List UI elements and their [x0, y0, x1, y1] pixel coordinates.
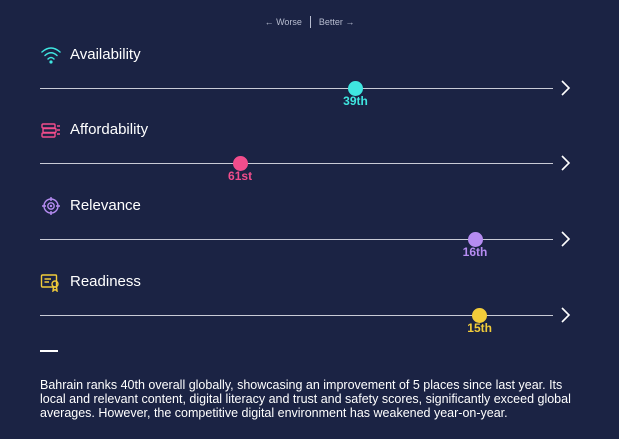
rank-label: 16th [462, 245, 488, 259]
pillar-name: Readiness [70, 273, 141, 290]
rank-marker[interactable] [472, 308, 488, 323]
target-icon [42, 197, 60, 215]
pillar-affordability[interactable]: Affordability 61st [0, 120, 619, 196]
pillar-relevance[interactable]: Relevance 16th [0, 196, 619, 272]
rank-label: 61st [228, 169, 253, 183]
chevron-right-icon[interactable] [558, 79, 572, 97]
ranking-track [40, 88, 553, 89]
better-label: Better → [318, 17, 355, 27]
worse-label: ← Worse [264, 17, 302, 27]
summary-text: Bahrain ranks 40th overall globally, sho… [40, 378, 571, 420]
pillar-name: Relevance [70, 197, 141, 214]
pillar-availability[interactable]: Availability 39th [0, 45, 619, 121]
pillar-name: Availability [70, 46, 141, 63]
rank-label: 15th [467, 321, 492, 335]
coins-icon [41, 123, 60, 138]
certificate-icon [40, 274, 59, 292]
rank-marker[interactable] [232, 156, 248, 171]
pillar-readiness[interactable]: Readiness 15th [0, 272, 619, 348]
rank-label: 39th [343, 94, 368, 108]
chevron-right-icon[interactable] [558, 230, 572, 248]
legend-separator [309, 16, 311, 28]
wifi-icon [41, 47, 61, 64]
pillar-name: Affordability [70, 121, 149, 138]
worse-better-legend: ← Worse Better → [0, 16, 619, 28]
section-divider [40, 350, 58, 352]
ranking-track [40, 239, 553, 240]
chevron-right-icon[interactable] [558, 154, 572, 172]
rank-marker[interactable] [467, 232, 483, 247]
chevron-right-icon[interactable] [558, 306, 572, 324]
rank-marker[interactable] [347, 81, 363, 96]
ranking-track [40, 163, 553, 164]
ranking-track [40, 315, 553, 316]
